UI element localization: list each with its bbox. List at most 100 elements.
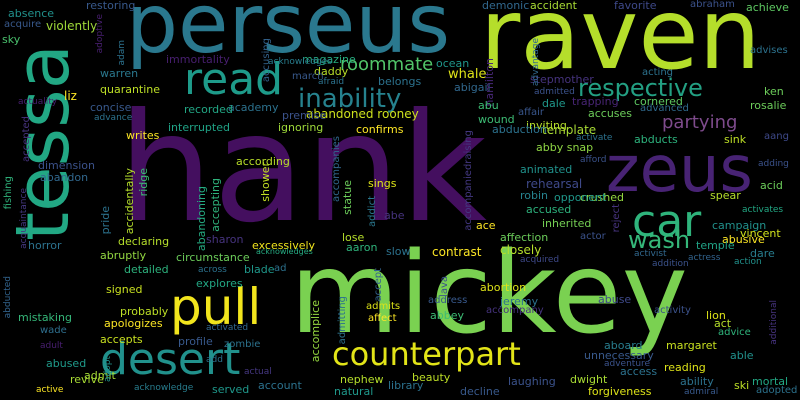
word-accompaniedraising: accompaniedraising xyxy=(463,130,474,231)
word-academy: academy xyxy=(228,101,279,114)
word-cornered: cornered xyxy=(634,95,683,108)
word-ken: ken xyxy=(764,85,784,98)
word-afraid: afraid xyxy=(318,77,345,87)
word-sink: sink xyxy=(724,133,747,146)
word-actress: actress xyxy=(688,253,721,263)
word-advises: advises xyxy=(750,45,788,56)
word-aang: aang xyxy=(764,131,789,142)
word-acknowledges: acknowledges xyxy=(256,247,313,256)
word-sky: sky xyxy=(2,33,21,46)
word-able: able xyxy=(730,349,754,362)
word-signed: signed xyxy=(106,283,143,296)
word-aaron: aaron xyxy=(346,241,378,254)
word-accusing: accusing xyxy=(261,38,272,83)
word-affection: affection xyxy=(500,231,549,244)
word-reading: reading xyxy=(664,361,706,374)
word-respective: respective xyxy=(578,74,703,102)
word-profile: profile xyxy=(178,335,213,348)
word-horror: horror xyxy=(28,239,62,252)
word-explores: explores xyxy=(196,277,243,290)
word-aboard: aboard xyxy=(604,339,643,352)
word-excessively: excessively xyxy=(252,239,316,252)
word-admitting: admitting xyxy=(337,296,348,345)
word-reject: reject xyxy=(611,204,622,233)
word-quarantine: quarantine xyxy=(100,83,161,96)
word-immortality: immortality xyxy=(166,53,230,66)
word-account: account xyxy=(258,379,302,392)
word-acknowledges-top: acknowledges xyxy=(268,57,332,67)
word-roommate: roommate xyxy=(340,54,434,75)
word-beauty: beauty xyxy=(412,371,451,384)
word-hank: hank xyxy=(118,82,487,256)
word-inviting: inviting xyxy=(526,119,567,132)
word-adoptive: adoptive xyxy=(95,14,105,54)
word-adding: adding xyxy=(758,159,789,169)
word-advice: advice xyxy=(718,327,751,338)
word-achieve: achieve xyxy=(746,1,789,14)
word-affect: affect xyxy=(368,313,397,324)
word-read: read xyxy=(184,54,284,105)
word-partying: partying xyxy=(662,112,738,133)
word-laughing: laughing xyxy=(508,375,556,388)
word-raven: raven xyxy=(480,0,761,92)
word-activated: activated xyxy=(206,323,249,333)
word-crushed: crushed xyxy=(580,191,624,204)
word-additional: additional xyxy=(769,300,779,345)
word-warren: warren xyxy=(100,67,139,80)
word-ignoring: ignoring xyxy=(278,121,324,134)
word-mistaking: mistaking xyxy=(18,311,72,324)
word-natural: natural xyxy=(334,385,374,398)
word-admits: admits xyxy=(366,301,401,312)
word-accident: accident xyxy=(530,0,577,12)
word-statue: statue xyxy=(341,180,354,215)
word-advantage: advantage xyxy=(531,38,541,87)
word-animated: animated xyxy=(520,163,573,176)
word-abe: abe xyxy=(384,209,405,222)
word-ski: ski xyxy=(734,379,750,392)
word-accompany: accompany xyxy=(486,305,544,316)
word-abu: abu xyxy=(478,99,499,112)
word-circumstance: circumstance xyxy=(176,251,250,264)
word-abandon: abandon xyxy=(40,171,89,184)
word-magazine: magazine xyxy=(302,53,356,66)
word-accepting: accepting xyxy=(209,178,222,232)
word-ability: ability xyxy=(680,375,714,388)
word-pull: pull xyxy=(170,278,262,336)
word-admitted: admitted xyxy=(534,87,575,97)
word-accept: accept xyxy=(373,268,384,302)
word-advanced: advanced xyxy=(640,103,689,114)
word-activates: activates xyxy=(742,205,784,215)
word-perseus: perseus xyxy=(126,0,451,72)
word-opponent: opponent xyxy=(554,191,607,204)
word-whale: whale xyxy=(448,67,487,82)
word-adult: adult xyxy=(40,341,63,351)
word-adventure: adventure xyxy=(604,359,651,369)
word-closely: closely xyxy=(500,243,542,257)
word-march: march xyxy=(292,71,324,82)
word-lose: lose xyxy=(342,231,365,244)
word-actual: actual xyxy=(244,367,272,377)
word-dwight: dwight xyxy=(570,373,608,386)
word-accepts: accepts xyxy=(100,333,143,346)
word-decline: decline xyxy=(460,385,500,398)
word-admit: admit xyxy=(84,369,116,382)
word-inherited: inherited xyxy=(542,217,592,230)
word-lava: lava xyxy=(439,276,450,297)
word-absence: absence xyxy=(8,7,55,20)
word-addict: addict xyxy=(367,196,378,228)
word-vincent: vincent xyxy=(740,227,781,240)
word-wound: wound xyxy=(478,113,515,126)
word-address: address xyxy=(428,295,468,306)
word-inability: inability xyxy=(298,84,402,114)
word-afford: afford xyxy=(580,155,607,165)
word-actor: actor xyxy=(580,231,606,242)
word-probably: probably xyxy=(120,305,169,318)
word-abducts: abducts xyxy=(634,133,678,146)
word-slow: slow xyxy=(386,245,411,258)
word-liz: liz xyxy=(64,89,77,103)
word-acquired: acquired xyxy=(520,255,560,265)
word-temple: temple xyxy=(696,239,735,252)
word-activist: activist xyxy=(634,249,667,259)
word-blade: blade xyxy=(244,263,275,276)
